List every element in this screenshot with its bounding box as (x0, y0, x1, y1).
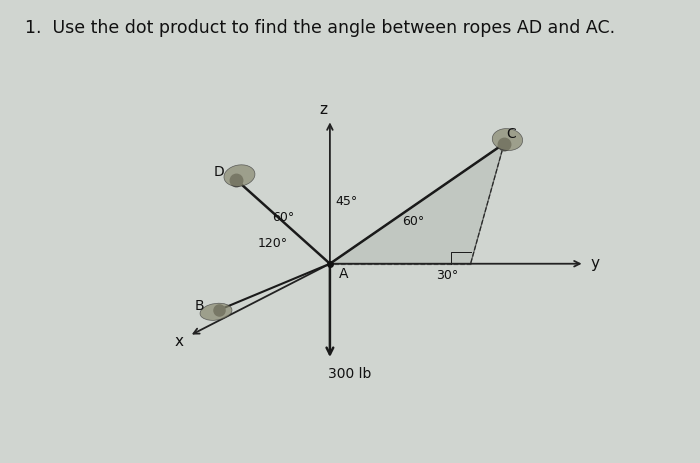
Text: y: y (590, 256, 599, 271)
Text: 45°: 45° (335, 195, 358, 208)
Text: 300 lb: 300 lb (328, 367, 372, 381)
Text: D: D (214, 164, 225, 179)
Text: B: B (195, 299, 204, 313)
Text: 1.  Use the dot product to find the angle between ropes AD and AC.: 1. Use the dot product to find the angle… (25, 19, 615, 37)
Text: 60°: 60° (272, 211, 294, 224)
Text: C: C (506, 126, 516, 141)
Text: 120°: 120° (258, 237, 288, 250)
Text: 30°: 30° (436, 269, 459, 282)
Polygon shape (330, 144, 504, 264)
Ellipse shape (200, 303, 232, 320)
Text: 60°: 60° (402, 215, 425, 228)
Text: A: A (339, 267, 348, 281)
Text: z: z (319, 102, 327, 117)
Text: x: x (175, 334, 183, 350)
Ellipse shape (492, 129, 523, 150)
Ellipse shape (224, 165, 255, 187)
